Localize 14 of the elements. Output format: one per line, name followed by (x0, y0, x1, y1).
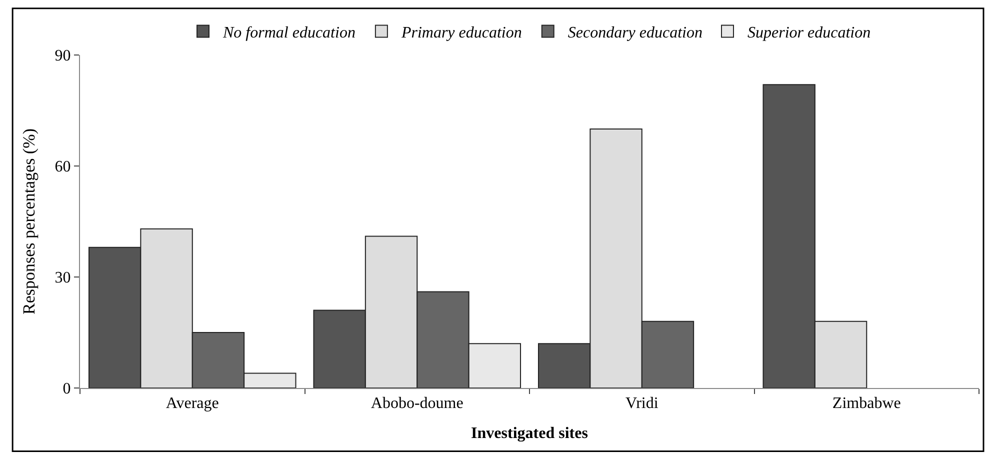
x-tick-label: Abobo-doume (370, 395, 464, 412)
y-axis-title: Responses percentages (%) (19, 128, 38, 314)
legend-label: Superior education (747, 24, 871, 42)
x-tick-label: Average (166, 395, 219, 412)
y-tick-label: 90 (54, 48, 71, 65)
legend-label: Primary education (400, 24, 522, 42)
y-tick-label: 60 (54, 158, 71, 176)
x-tick-label: Vridi (625, 395, 659, 412)
x-tick-label: Zimbabwe (832, 395, 901, 412)
legend-label: No formal education (222, 24, 356, 42)
y-tick-label: 0 (62, 380, 71, 398)
x-axis-title: Investigated sites (471, 424, 588, 442)
legend-label: Secondary education (568, 24, 702, 42)
y-tick-label: 30 (54, 270, 71, 287)
